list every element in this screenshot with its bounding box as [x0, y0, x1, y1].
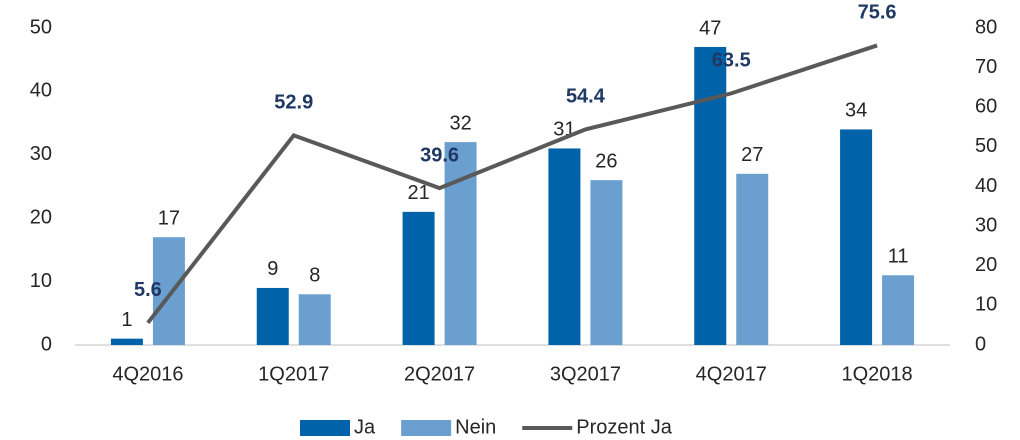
bar	[548, 148, 581, 345]
line-value-label: 75.6	[858, 2, 897, 24]
bar-value-label: 47	[699, 17, 721, 39]
bar	[840, 129, 873, 345]
line-value-label: 5.6	[134, 279, 162, 301]
y2-tick-label: 70	[975, 56, 997, 78]
y2-tick-label: 0	[975, 333, 986, 355]
bar-value-label: 8	[309, 265, 320, 287]
bar-value-label: 27	[741, 144, 763, 166]
x-tick-label: 2Q2017	[404, 363, 475, 385]
bar	[152, 237, 185, 345]
x-tick-label: 4Q2017	[696, 363, 767, 385]
line-value-label: 39.6	[420, 144, 459, 166]
x-tick-label: 1Q2017	[258, 363, 329, 385]
y-tick-label: 20	[30, 206, 52, 228]
bar-value-label: 32	[449, 112, 471, 134]
bar	[256, 287, 289, 345]
y2-tick-label: 40	[975, 175, 997, 197]
legend-label: Prozent Ja	[576, 416, 672, 438]
bar-value-label: 26	[595, 150, 617, 172]
bar	[110, 338, 143, 345]
bar-value-label: 9	[267, 258, 278, 280]
y-tick-label: 40	[30, 80, 52, 102]
y2-tick-label: 10	[975, 294, 997, 316]
line-value-label: 54.4	[566, 86, 606, 108]
y2-tick-label: 80	[975, 16, 997, 38]
legend-label: Nein	[455, 416, 496, 438]
legend-swatch	[300, 420, 350, 436]
bar	[736, 173, 769, 345]
y2-tick-label: 50	[975, 135, 997, 157]
line-value-label: 63.5	[712, 50, 751, 72]
bar-value-label: 1	[121, 309, 132, 331]
y-tick-label: 0	[41, 333, 52, 355]
line-value-label: 52.9	[274, 92, 313, 114]
bar-value-label: 34	[845, 100, 867, 122]
bar	[444, 142, 477, 345]
bar-value-label: 21	[407, 182, 429, 204]
y2-tick-label: 60	[975, 96, 997, 118]
line	[146, 43, 878, 325]
bar	[298, 294, 331, 345]
bar	[882, 275, 915, 345]
y-tick-label: 30	[30, 143, 52, 165]
x-tick-label: 3Q2017	[550, 363, 621, 385]
y2-tick-label: 30	[975, 214, 997, 236]
bar	[694, 47, 727, 346]
y2-tick-label: 20	[975, 254, 997, 276]
x-tick-label: 1Q2018	[841, 363, 912, 385]
bar-value-label: 11	[888, 246, 909, 268]
legend-label: Ja	[354, 416, 376, 438]
x-tick-label: 4Q2016	[112, 363, 183, 385]
bar	[402, 211, 435, 345]
legend-swatch	[401, 420, 452, 436]
bar	[590, 180, 623, 345]
bar-value-label: 17	[158, 208, 180, 230]
y-tick-label: 10	[30, 270, 52, 292]
y-tick-label: 50	[30, 16, 52, 38]
